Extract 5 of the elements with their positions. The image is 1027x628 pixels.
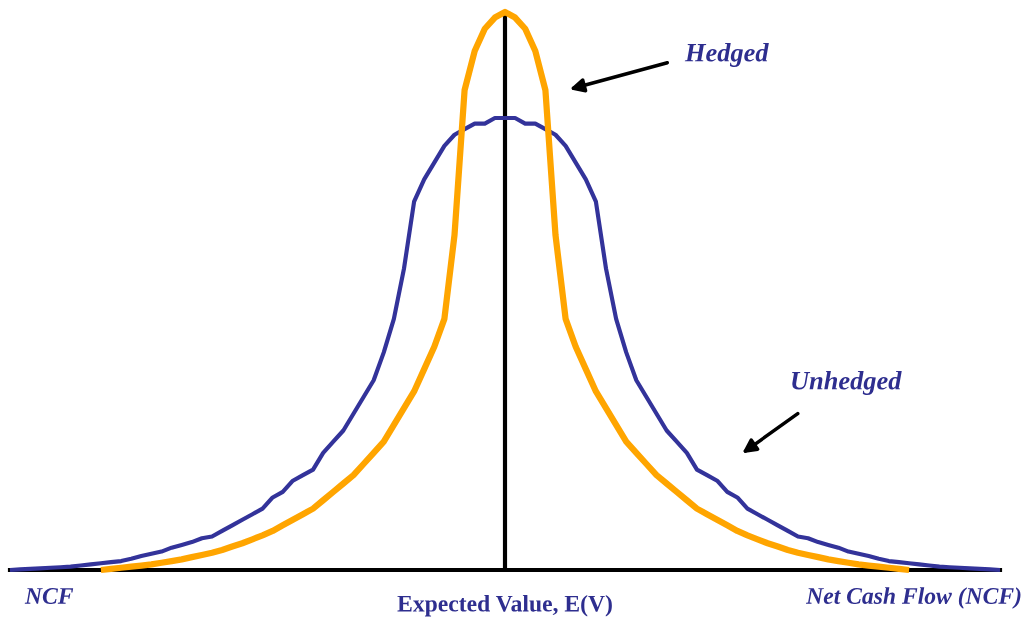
text: NCF: [24, 588, 74, 604]
text: Net Cash Flow (NCF): [805, 587, 1021, 609]
annotation: Unhedged: [792, 371, 902, 395]
annotation: Hedged: [684, 43, 769, 67]
x-axis-title: Expected Value, E(V): [397, 595, 612, 617]
